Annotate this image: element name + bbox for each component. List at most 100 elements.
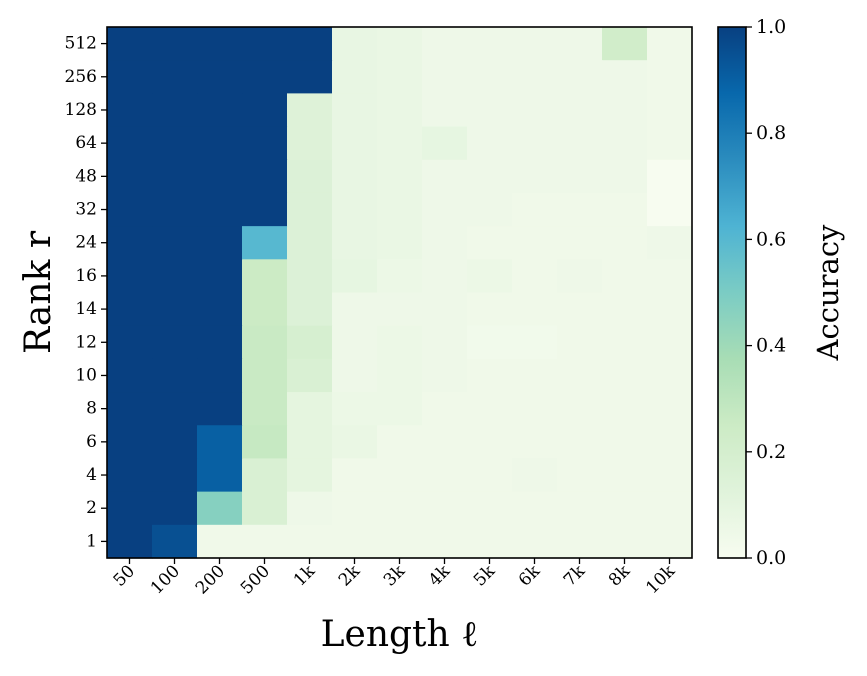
heatmap-cell — [557, 524, 603, 559]
heatmap-cell — [467, 292, 513, 327]
heatmap-cell — [602, 60, 648, 94]
x-tick-label: 200 — [192, 561, 229, 598]
heatmap-cell — [242, 292, 288, 327]
y-tick-label: 64 — [75, 133, 97, 153]
heatmap-cell — [647, 425, 693, 460]
heatmap-cell — [602, 292, 648, 327]
heatmap-cell — [467, 425, 513, 460]
heatmap-cell — [467, 325, 513, 360]
heatmap-cell — [377, 259, 423, 294]
heatmap-cell — [287, 425, 333, 460]
heatmap-cell — [332, 392, 378, 426]
x-tick-label: 2k — [335, 561, 365, 591]
heatmap-cell — [377, 325, 423, 360]
heatmap-cell — [512, 259, 558, 294]
heatmap-cell — [242, 392, 288, 426]
heatmap-cell — [512, 60, 558, 94]
heatmap-cell — [647, 358, 693, 393]
heatmap-cell — [242, 491, 288, 526]
heatmap-cell — [287, 192, 333, 227]
heatmap-cell — [422, 292, 468, 327]
heatmap-cell — [602, 93, 648, 128]
y-tick-label: 24 — [75, 233, 97, 253]
heatmap-cell — [422, 325, 468, 360]
heatmap-cell — [197, 27, 243, 61]
heatmap-cell — [332, 458, 378, 493]
x-tick-label: 100 — [147, 561, 184, 598]
heatmap-cell — [557, 425, 603, 460]
x-tick-label: 50 — [110, 561, 139, 590]
y-tick-label: 8 — [86, 399, 97, 419]
heatmap-cell — [647, 159, 693, 194]
heatmap-cell — [647, 392, 693, 426]
heatmap-cell — [602, 392, 648, 426]
heatmap-cell — [287, 126, 333, 161]
colorbar-tick-label: 0.8 — [756, 122, 786, 144]
heatmap-cell — [332, 27, 378, 61]
heatmap-cell — [512, 458, 558, 493]
heatmap-cell — [242, 60, 288, 94]
heatmap-cell — [647, 192, 693, 227]
heatmap-cell — [332, 192, 378, 227]
heatmap-cell — [557, 226, 603, 260]
heatmap-cell — [152, 126, 198, 161]
heatmap-cell — [287, 325, 333, 360]
heatmap-cell — [422, 27, 468, 61]
heatmap-cell — [242, 226, 288, 260]
heatmap-cell — [107, 27, 153, 61]
x-tick-label: 3k — [380, 561, 410, 591]
heatmap-cell — [647, 27, 693, 61]
heatmap-cell — [557, 392, 603, 426]
y-tick-label: 10 — [75, 365, 97, 385]
colorbar-tick-label: 1.0 — [756, 16, 786, 38]
heatmap-cell — [422, 259, 468, 294]
heatmap-cell — [557, 27, 603, 61]
heatmap-cell — [512, 292, 558, 327]
heatmap-cell — [107, 425, 153, 460]
heatmap-cell — [602, 159, 648, 194]
heatmap-cell — [242, 192, 288, 227]
heatmap-cell — [602, 325, 648, 360]
heatmap-cell — [197, 159, 243, 194]
x-tick-label: 5k — [470, 561, 500, 591]
heatmap-cell — [152, 226, 198, 260]
heatmap-cell — [422, 126, 468, 161]
heatmap-cell — [512, 27, 558, 61]
heatmap-cell — [512, 159, 558, 194]
heatmap-cell — [647, 325, 693, 360]
y-axis-title: Rank r — [18, 230, 59, 354]
heatmap-cell — [602, 27, 648, 61]
heatmap-cell — [377, 524, 423, 559]
heatmap-cell — [422, 93, 468, 128]
heatmap-cell — [287, 259, 333, 294]
heatmap-cell — [467, 524, 513, 559]
heatmap-cell — [152, 458, 198, 493]
heatmap-cell — [107, 159, 153, 194]
heatmap-cell — [107, 491, 153, 526]
y-tick-label: 512 — [65, 34, 97, 54]
heatmap-cell — [332, 292, 378, 327]
heatmap-cell — [107, 259, 153, 294]
heatmap-cell — [602, 524, 648, 559]
heatmap-cell — [242, 27, 288, 61]
heatmap-cell — [467, 60, 513, 94]
heatmap-cell — [467, 358, 513, 393]
heatmap-cell — [557, 93, 603, 128]
heatmap-cell — [377, 93, 423, 128]
heatmap-cell — [197, 458, 243, 493]
heatmap-cell — [107, 60, 153, 94]
heatmap-cell — [242, 524, 288, 559]
heatmap-cell — [107, 292, 153, 327]
heatmap-cell — [287, 292, 333, 327]
y-tick-label: 16 — [75, 266, 97, 286]
x-tick-label: 500 — [237, 561, 274, 598]
heatmap-cell — [197, 126, 243, 161]
heatmap-cell — [242, 126, 288, 161]
heatmap-cell — [557, 192, 603, 227]
heatmap-cell — [377, 159, 423, 194]
y-tick-label: 32 — [75, 200, 97, 220]
heatmap-cell — [422, 392, 468, 426]
heatmap-cell — [512, 392, 558, 426]
